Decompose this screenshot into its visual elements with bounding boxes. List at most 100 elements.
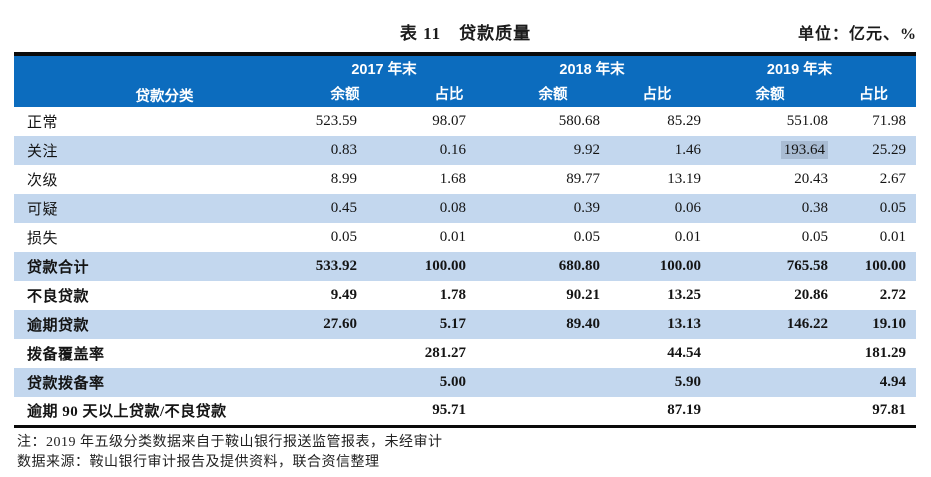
cell-value <box>293 339 397 368</box>
highlighted-value: 193.64 <box>780 141 829 159</box>
cell-value: 13.13 <box>605 310 710 339</box>
loan-quality-table: 贷款分类 2017 年末 2018 年末 2019 年末 余额 占比 余额 占比… <box>14 52 917 428</box>
cell-value: 5.17 <box>397 310 502 339</box>
cell-value: 97.81 <box>831 397 917 426</box>
table-row: 正常 523.59 98.07 580.68 85.29 551.08 71.98 <box>14 107 917 136</box>
cell-value: 20.86 <box>709 281 832 310</box>
cell-value: 0.83 <box>293 136 397 165</box>
cell-value: 85.29 <box>605 107 710 136</box>
sub-header-row: 余额 占比 余额 占比 余额 占比 <box>14 80 917 107</box>
cell-value: 1.68 <box>397 165 502 194</box>
row-label: 次级 <box>14 165 293 194</box>
cell-value <box>709 397 832 426</box>
cell-value: 0.08 <box>397 194 502 223</box>
cell-value: 580.68 <box>501 107 606 136</box>
table-row: 损失 0.05 0.01 0.05 0.01 0.05 0.01 <box>14 223 917 252</box>
row-label: 不良贷款 <box>14 281 293 310</box>
cell-value: 0.06 <box>605 194 710 223</box>
cell-value: 90.21 <box>501 281 606 310</box>
table-row: 次级 8.99 1.68 89.77 13.19 20.43 2.67 <box>14 165 917 194</box>
cell-value <box>501 368 606 397</box>
year-header-2019: 2019 年末 <box>709 54 917 80</box>
cell-value: 146.22 <box>709 310 832 339</box>
row-label: 正常 <box>14 107 293 136</box>
row-label: 逾期贷款 <box>14 310 293 339</box>
cell-value: 2.67 <box>831 165 917 194</box>
table-title: 表 11 贷款质量 <box>399 24 532 43</box>
unit-label: 单位：亿元、% <box>797 26 917 43</box>
title-bar: 表 11 贷款质量 单位：亿元、% <box>0 0 931 52</box>
cell-value: 13.25 <box>605 281 710 310</box>
cell-value: 0.01 <box>831 223 917 252</box>
cell-value <box>293 368 397 397</box>
sub-header-ratio: 占比 <box>831 80 917 107</box>
cell-value: 551.08 <box>709 107 832 136</box>
cell-value <box>501 339 606 368</box>
row-label: 拨备覆盖率 <box>14 339 293 368</box>
cell-value: 2.72 <box>831 281 917 310</box>
row-label: 贷款合计 <box>14 252 293 281</box>
cell-value: 89.77 <box>501 165 606 194</box>
cell-value: 1.46 <box>605 136 710 165</box>
cell-value: 71.98 <box>831 107 917 136</box>
table-body: 正常 523.59 98.07 580.68 85.29 551.08 71.98 关注 0.8… <box>14 107 917 426</box>
cell-value: 0.05 <box>709 223 832 252</box>
cell-value: 27.60 <box>293 310 397 339</box>
cell-value: 0.05 <box>501 223 606 252</box>
cell-value: 100.00 <box>831 252 917 281</box>
cell-value: 87.19 <box>605 397 710 426</box>
cell-value: 5.00 <box>397 368 502 397</box>
cell-value: 0.01 <box>605 223 710 252</box>
cell-value: 8.99 <box>293 165 397 194</box>
table-row: 逾期贷款 27.60 5.17 89.40 13.13 146.22 19.10 <box>14 310 917 339</box>
sub-header-balance: 余额 <box>293 80 397 107</box>
row-label: 损失 <box>14 223 293 252</box>
cell-value: 9.92 <box>501 136 606 165</box>
classification-header: 贷款分类 <box>14 54 293 107</box>
row-label: 贷款拨备率 <box>14 368 293 397</box>
cell-value: 4.94 <box>831 368 917 397</box>
cell-value: 95.71 <box>397 397 502 426</box>
cell-value: 680.80 <box>501 252 606 281</box>
cell-value: 0.05 <box>831 194 917 223</box>
cell-value <box>501 397 606 426</box>
table-row: 拨备覆盖率 281.27 44.54 181.29 <box>14 339 917 368</box>
note-source-remark: 注：2019 年五级分类数据来自于鞍山银行报送监管报表，未经审计 <box>17 434 443 450</box>
cell-value: 0.38 <box>709 194 832 223</box>
cell-value: 19.10 <box>831 310 917 339</box>
cell-value: 533.92 <box>293 252 397 281</box>
table-row: 关注 0.83 0.16 9.92 1.46 193.64 25.29 <box>14 136 917 165</box>
cell-value: 0.16 <box>397 136 502 165</box>
cell-value: 193.64 <box>709 136 832 165</box>
cell-value: 100.00 <box>605 252 710 281</box>
cell-value: 523.59 <box>293 107 397 136</box>
cell-value: 98.07 <box>397 107 502 136</box>
year-header-2018: 2018 年末 <box>501 54 710 80</box>
cell-value: 0.45 <box>293 194 397 223</box>
cell-value: 181.29 <box>831 339 917 368</box>
cell-value: 765.58 <box>709 252 832 281</box>
table-row: 逾期 90 天以上贷款/不良贷款 95.71 87.19 97.81 <box>14 397 917 426</box>
row-label: 可疑 <box>14 194 293 223</box>
year-header-2017: 2017 年末 <box>293 54 502 80</box>
table-row: 贷款拨备率 5.00 5.90 4.94 <box>14 368 917 397</box>
cell-value: 9.49 <box>293 281 397 310</box>
cell-value: 20.43 <box>709 165 832 194</box>
year-header-row: 贷款分类 2017 年末 2018 年末 2019 年末 <box>14 54 917 107</box>
cell-value: 13.19 <box>605 165 710 194</box>
cell-value: 0.39 <box>501 194 606 223</box>
cell-value: 0.01 <box>397 223 502 252</box>
row-label: 逾期 90 天以上贷款/不良贷款 <box>14 397 293 426</box>
table-row: 贷款合计 533.92 100.00 680.80 100.00 765.58 100.00 <box>14 252 917 281</box>
cell-value: 5.90 <box>605 368 710 397</box>
cell-value: 89.40 <box>501 310 606 339</box>
cell-value: 25.29 <box>831 136 917 165</box>
table-row: 可疑 0.45 0.08 0.39 0.06 0.38 0.05 <box>14 194 917 223</box>
cell-value: 281.27 <box>397 339 502 368</box>
sub-header-ratio: 占比 <box>397 80 502 107</box>
footnotes: 注：2019 年五级分类数据来自于鞍山银行报送监管报表，未经审计 数据来源：鞍山… <box>17 433 931 473</box>
sub-header-balance: 余额 <box>709 80 832 107</box>
cell-value <box>293 397 397 426</box>
cell-value: 1.78 <box>397 281 502 310</box>
cell-value: 44.54 <box>605 339 710 368</box>
